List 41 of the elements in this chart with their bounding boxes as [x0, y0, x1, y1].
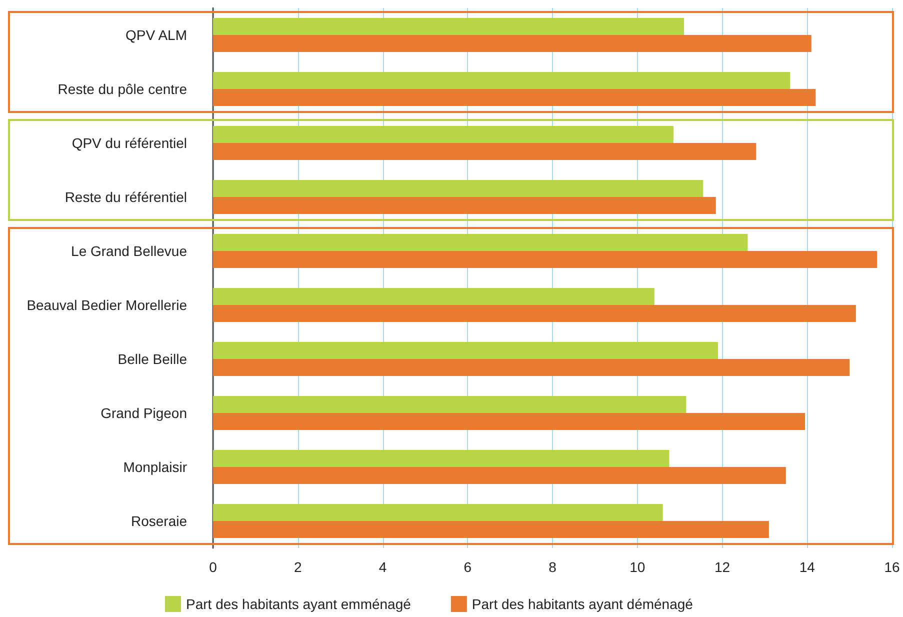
bar: [213, 35, 812, 52]
x-tick-label: 10: [630, 559, 646, 575]
y-tick-label: Grand Pigeon: [100, 405, 187, 421]
bar: [213, 143, 756, 160]
y-tick-label: Roseraie: [130, 513, 188, 529]
x-tick-label: 2: [294, 559, 302, 575]
bar: [213, 305, 856, 322]
bar: [213, 521, 769, 538]
bar: [213, 234, 748, 251]
bar: [213, 359, 850, 376]
bar: [213, 72, 790, 89]
legend-label: Part des habitants ayant déménagé: [472, 596, 694, 612]
x-tick-label: 16: [884, 559, 900, 575]
x-tick-label: 8: [548, 559, 557, 575]
x-tick-label: 14: [799, 559, 816, 575]
bar: [213, 197, 716, 214]
y-tick-label: Reste du pôle centre: [58, 81, 188, 97]
y-tick-label: Le Grand Bellevue: [71, 243, 188, 259]
bar: [213, 504, 663, 521]
bar: [213, 18, 684, 35]
bar: [213, 89, 816, 106]
bar: [213, 288, 654, 305]
x-tick-label: 0: [209, 559, 218, 575]
legend-label: Part des habitants ayant emménagé: [186, 596, 412, 612]
bar: [213, 396, 686, 413]
y-tick-label: Beauval Bedier Morellerie: [26, 297, 188, 313]
bar: [213, 467, 786, 484]
y-tick-label: Belle Beille: [118, 351, 188, 367]
bar: [213, 180, 704, 197]
bar: [213, 413, 806, 430]
bar: [213, 126, 674, 143]
bar: [213, 251, 878, 268]
y-tick-label: QPV ALM: [126, 27, 187, 43]
x-tick-label: 4: [378, 559, 387, 575]
y-tick-label: Reste du référentiel: [64, 189, 187, 205]
bar: [213, 450, 670, 467]
x-tick-label: 12: [714, 559, 730, 575]
bar: [213, 342, 718, 359]
y-tick-label: QPV du référentiel: [72, 135, 187, 151]
x-tick-label: 6: [464, 559, 472, 575]
y-tick-label: Monplaisir: [123, 459, 188, 475]
